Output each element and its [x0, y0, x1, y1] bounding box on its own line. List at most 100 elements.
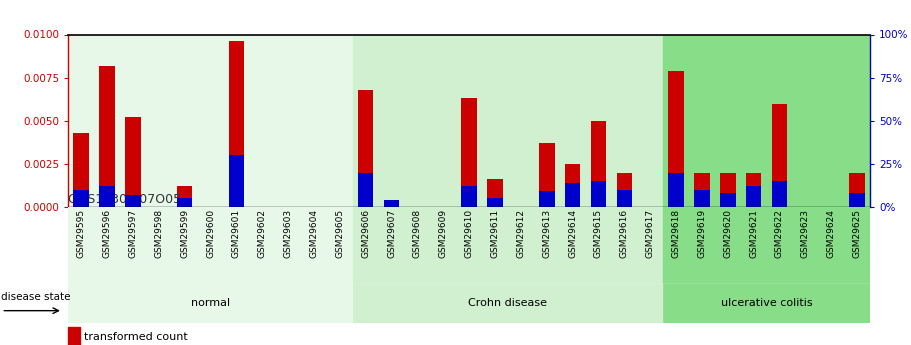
Bar — [849, 172, 865, 207]
Text: transformed count: transformed count — [84, 332, 188, 342]
Bar — [74, 190, 89, 207]
Text: normal: normal — [191, 298, 230, 308]
Bar — [461, 186, 477, 207]
Text: GSM29624: GSM29624 — [826, 209, 835, 258]
Bar — [849, 193, 865, 207]
Bar — [772, 181, 787, 207]
Bar — [353, 283, 663, 323]
Text: Crohn disease: Crohn disease — [468, 298, 548, 308]
Bar — [772, 104, 787, 207]
Bar — [694, 172, 710, 207]
Bar — [229, 41, 244, 207]
Bar — [849, 172, 865, 207]
Text: GSM29604: GSM29604 — [310, 209, 319, 258]
Bar — [590, 121, 606, 207]
Bar — [384, 202, 399, 207]
Bar — [669, 172, 684, 207]
Text: GSM29612: GSM29612 — [517, 209, 526, 258]
Text: GSM29618: GSM29618 — [671, 209, 681, 258]
Bar — [177, 186, 192, 207]
Bar — [663, 207, 870, 283]
Bar — [229, 41, 244, 207]
Bar — [125, 117, 140, 207]
Bar — [229, 155, 244, 207]
Bar — [565, 164, 580, 207]
Bar — [68, 207, 870, 283]
Bar — [617, 190, 632, 207]
Bar — [125, 195, 140, 207]
Bar — [849, 193, 865, 207]
Bar — [669, 71, 684, 207]
Text: GSM29598: GSM29598 — [154, 209, 163, 258]
Bar — [358, 172, 374, 207]
Text: GSM29620: GSM29620 — [723, 209, 732, 258]
Bar — [384, 202, 399, 207]
Text: GDS1330 / 07O05: GDS1330 / 07O05 — [68, 192, 181, 205]
Text: GSM29597: GSM29597 — [128, 209, 138, 258]
Text: GSM29610: GSM29610 — [465, 209, 474, 258]
Bar — [384, 200, 399, 207]
Bar — [590, 181, 606, 207]
Bar — [746, 172, 762, 207]
Bar — [565, 183, 580, 207]
Bar — [384, 200, 399, 207]
Bar — [590, 121, 606, 207]
Text: GSM29625: GSM29625 — [853, 209, 862, 258]
Bar — [669, 71, 684, 207]
Text: GSM29615: GSM29615 — [594, 209, 603, 258]
Bar — [539, 191, 555, 207]
Bar — [125, 195, 140, 207]
Bar — [565, 164, 580, 207]
Bar — [229, 155, 244, 207]
Bar — [358, 90, 374, 207]
Text: GSM29596: GSM29596 — [103, 209, 112, 258]
Bar — [461, 186, 477, 207]
Bar — [353, 34, 663, 207]
Bar — [353, 207, 663, 283]
Text: GSM29614: GSM29614 — [568, 209, 577, 258]
Bar — [487, 198, 503, 207]
Text: GSM29599: GSM29599 — [180, 209, 189, 258]
Bar — [68, 34, 353, 207]
Bar — [694, 190, 710, 207]
Bar — [694, 172, 710, 207]
Bar — [720, 172, 735, 207]
Bar — [746, 172, 762, 207]
Bar — [617, 172, 632, 207]
Bar — [99, 66, 115, 207]
Bar — [74, 133, 89, 207]
Bar — [487, 198, 503, 207]
Bar — [746, 186, 762, 207]
Bar — [720, 193, 735, 207]
Bar — [177, 186, 192, 207]
Bar — [772, 181, 787, 207]
Bar — [669, 172, 684, 207]
Text: GSM29609: GSM29609 — [439, 209, 448, 258]
Bar — [720, 172, 735, 207]
Bar — [663, 283, 870, 323]
Bar — [772, 104, 787, 207]
Text: disease state: disease state — [2, 292, 71, 302]
Bar — [99, 186, 115, 207]
Text: GSM29607: GSM29607 — [387, 209, 396, 258]
Bar — [99, 66, 115, 207]
Text: GSM29600: GSM29600 — [206, 209, 215, 258]
Bar — [68, 207, 353, 283]
Text: GSM29606: GSM29606 — [362, 209, 370, 258]
Text: GSM29613: GSM29613 — [542, 209, 551, 258]
Text: GSM29601: GSM29601 — [232, 209, 241, 258]
Bar — [125, 117, 140, 207]
Text: GSM29611: GSM29611 — [490, 209, 499, 258]
Bar — [74, 133, 89, 207]
Text: ulcerative colitis: ulcerative colitis — [721, 298, 813, 308]
Bar — [565, 183, 580, 207]
Bar — [617, 172, 632, 207]
Text: GSM29622: GSM29622 — [775, 209, 784, 258]
Text: GSM29617: GSM29617 — [646, 209, 655, 258]
Text: GSM29608: GSM29608 — [413, 209, 422, 258]
Bar — [99, 186, 115, 207]
Text: GSM29616: GSM29616 — [619, 209, 629, 258]
Text: GSM29623: GSM29623 — [801, 209, 810, 258]
Bar — [539, 143, 555, 207]
Bar — [694, 190, 710, 207]
